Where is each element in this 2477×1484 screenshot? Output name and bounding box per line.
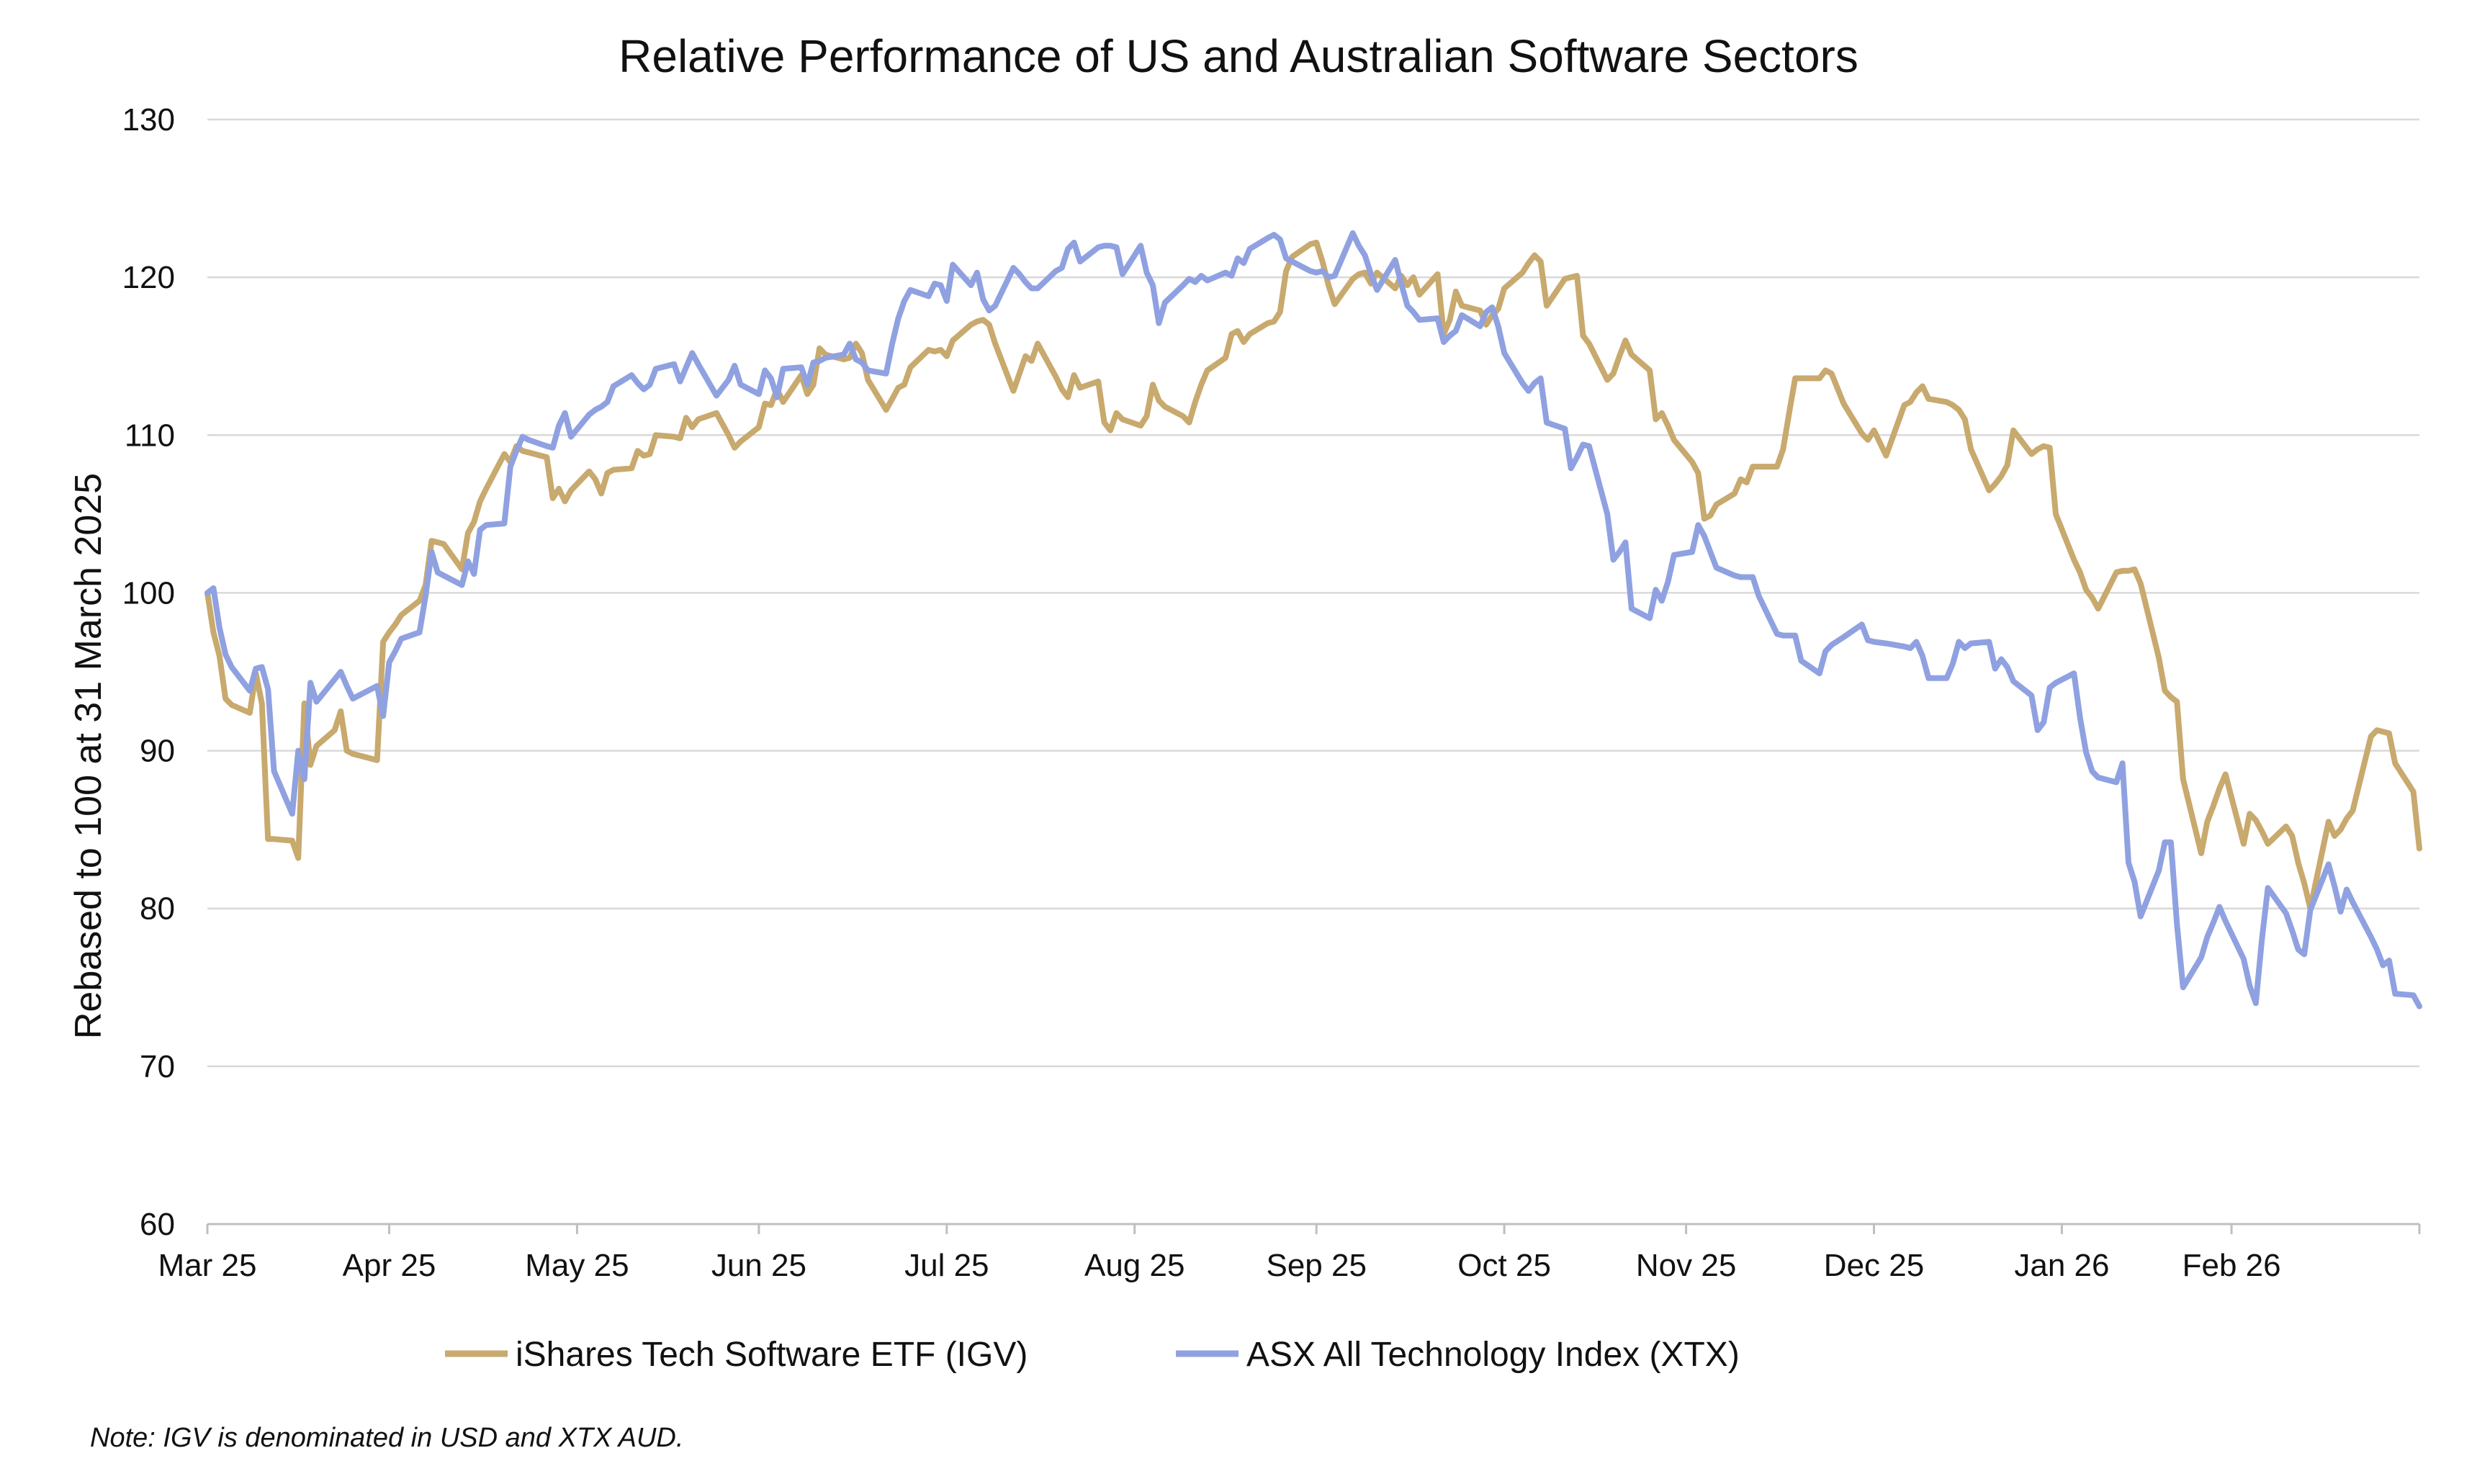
legend: iShares Tech Software ETF (IGV) ASX All … (445, 1336, 1740, 1374)
x-tick-label: Jul 25 (904, 1248, 989, 1283)
x-tick-label: Nov 25 (1636, 1248, 1736, 1283)
x-tick-label: Mar 25 (158, 1248, 257, 1283)
x-tick-label: Aug 25 (1084, 1248, 1184, 1283)
x-axis-ticks: Mar 25 Apr 25 May 25 Jun 25 Jul 25 Aug 25 Sep … (158, 1224, 2421, 1283)
legend-label-xtx: ASX All Technology Index (XTX) (1246, 1336, 1740, 1374)
gridlines (207, 118, 2419, 1226)
x-tick-label: Sep 25 (1266, 1248, 1366, 1283)
y-tick-label: 120 (122, 260, 175, 295)
x-tick-label: Oct 25 (1457, 1248, 1551, 1283)
x-tick-label: Jun 25 (711, 1248, 806, 1283)
y-tick-label: 90 (140, 734, 175, 769)
series-line-igv (204, 239, 2422, 912)
footnote: Note: IGV is denominated in USD and XTX … (90, 1423, 683, 1453)
y-tick-label: 100 (122, 575, 175, 611)
plot-area (204, 230, 2422, 1009)
y-tick-label: 60 (140, 1207, 175, 1242)
legend-label-igv: iShares Tech Software ETF (IGV) (516, 1336, 1028, 1374)
y-axis-ticks: 60 70 80 90 100 110 120 130 (122, 102, 175, 1242)
y-tick-label: 130 (122, 102, 175, 138)
x-tick-label: Jan 26 (2014, 1248, 2109, 1283)
y-tick-label: 110 (125, 418, 175, 453)
y-axis-title: Rebased to 100 at 31 March 2025 (68, 473, 109, 1039)
x-tick-label: Apr 25 (343, 1248, 436, 1283)
y-tick-label: 80 (140, 891, 175, 927)
y-tick-label: 70 (140, 1049, 175, 1084)
series-line-xtx (204, 230, 2422, 1009)
x-tick-label: Feb 26 (2182, 1248, 2281, 1283)
x-tick-label: May 25 (525, 1248, 629, 1283)
chart-title: Relative Performance of US and Australia… (619, 30, 1858, 82)
x-tick-label: Dec 25 (1824, 1248, 1924, 1283)
